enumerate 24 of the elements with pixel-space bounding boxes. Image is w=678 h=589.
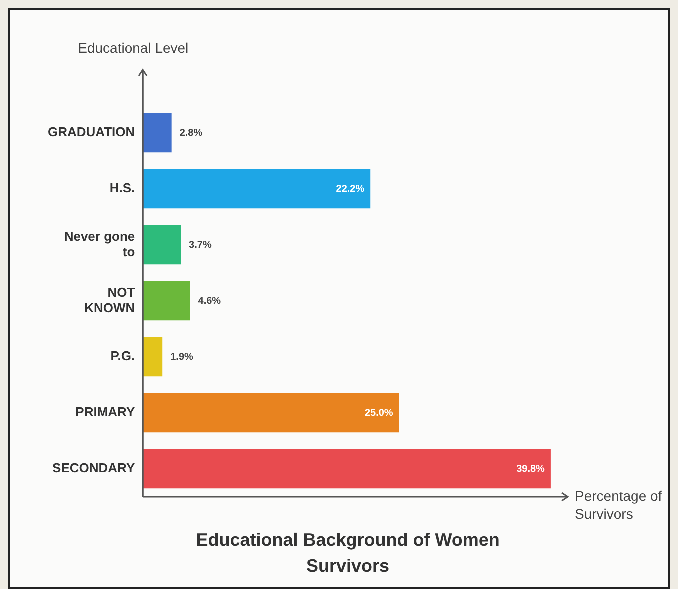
data-label: 4.6% [198, 296, 222, 307]
bar [143, 393, 400, 433]
y-tick-label: GRADUATION [48, 124, 136, 140]
bar [143, 281, 190, 321]
data-label: 3.7% [189, 240, 212, 251]
y-tick-label: H.S. [110, 180, 136, 196]
data-label: 2.8% [180, 128, 203, 139]
bar [143, 113, 172, 153]
data-label: 1.9% [170, 352, 194, 363]
x-axis-title: Percentage of Survivors [575, 487, 664, 523]
data-label: 25.0% [364, 408, 394, 419]
text: Educational Background of Women Survivors [195, 529, 501, 578]
data-label: 39.8% [516, 464, 546, 475]
y-tick-label: SECONDARY [52, 460, 136, 476]
bar [143, 449, 551, 489]
y-tick-label: Never gone to [64, 228, 136, 260]
data-label: 22.2% [336, 184, 365, 195]
y-axis-title: Educational Level [78, 40, 189, 56]
bar [143, 169, 371, 209]
bar [143, 225, 182, 265]
y-tick-label: P.G. [110, 348, 136, 364]
y-tick-label: PRIMARY [76, 404, 136, 420]
bar [143, 337, 163, 377]
y-tick-label: NOT KNOWN [84, 284, 136, 316]
